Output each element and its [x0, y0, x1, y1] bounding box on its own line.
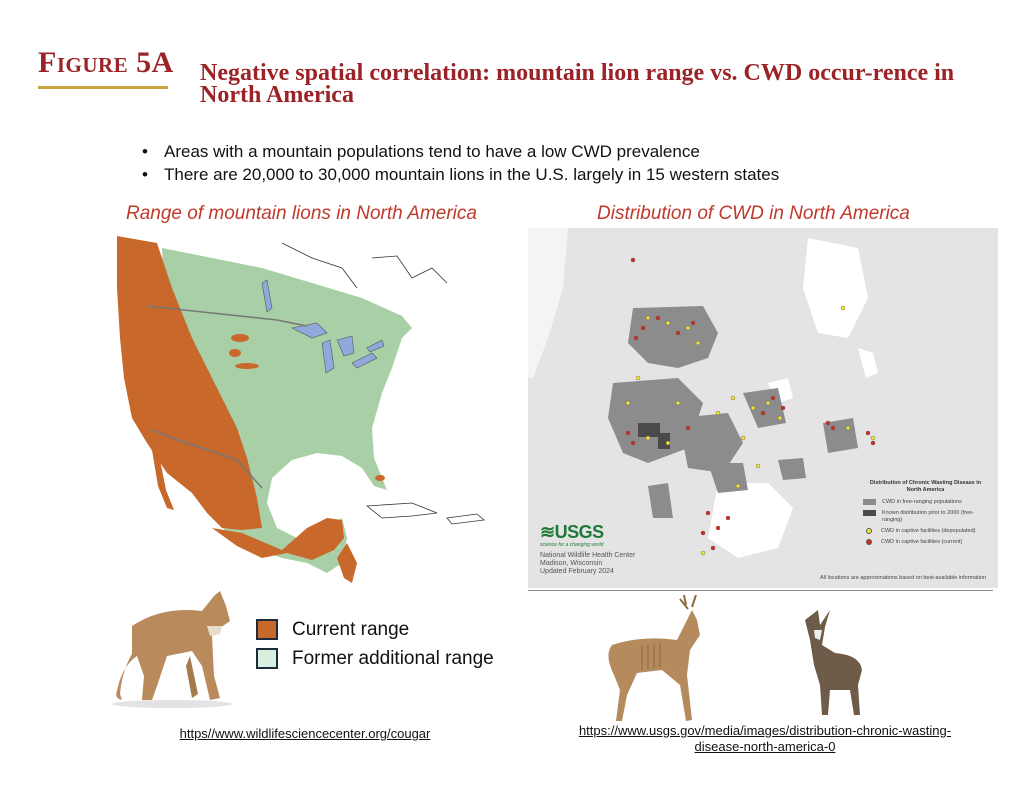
legend-dot-depopulated — [866, 528, 872, 534]
cwd-legend-title: Distribution of Chronic Wasting Disease … — [869, 480, 982, 493]
divider — [528, 590, 993, 591]
legend-swatch-free-ranging — [863, 499, 876, 505]
usgs-credit: ≋USGS science for a changing world Natio… — [540, 522, 636, 575]
legend-dot-current — [866, 539, 872, 545]
mountain-lion-photo — [102, 566, 242, 711]
cwd-legend-item: Known distribution prior to 2000 (free-r… — [863, 510, 988, 524]
lion-range-legend: Current range Former additional range — [256, 615, 494, 673]
usgs-source-link[interactable]: https://www.usgs.gov/media/images/distri… — [578, 723, 952, 754]
cwd-distribution-map: ≋USGS science for a changing world Natio… — [528, 228, 998, 588]
healthy-deer-photo — [790, 605, 880, 720]
legend-swatch-pre-2000 — [863, 510, 876, 516]
legend-item-former-range: Former additional range — [256, 644, 494, 673]
figure-title: Negative spatial correlation: mountain l… — [200, 60, 955, 108]
legend-item-current-range: Current range — [256, 615, 494, 644]
legend-swatch-current — [256, 619, 278, 640]
lion-range-heading: Range of mountain lions in North America — [126, 203, 477, 224]
figure-label-underline — [38, 86, 168, 89]
bullet-item: Areas with a mountain populations tend t… — [140, 140, 779, 163]
cougar-source-link[interactable]: https//www.wildlifesciencecenter.org/cou… — [179, 726, 431, 741]
bullet-item: There are 20,000 to 30,000 mountain lion… — [140, 163, 779, 186]
cwd-distribution-heading: Distribution of CWD in North America — [597, 203, 910, 224]
mountain-lion-range-map — [112, 228, 512, 593]
cwd-legend-item: CWD in captive facilities (depopulated) — [863, 528, 988, 535]
cwd-legend-item: CWD in captive facilities (current) — [863, 539, 988, 546]
figure-label: Figure 5A — [38, 46, 174, 79]
usgs-logo: ≋USGS — [540, 522, 604, 542]
diseased-deer-photo — [592, 594, 717, 725]
cwd-map-legend: Distribution of Chronic Wasting Disease … — [863, 480, 988, 550]
legend-swatch-former — [256, 648, 278, 669]
cwd-legend-item: CWD in free-ranging populations — [863, 499, 988, 506]
bullet-list: Areas with a mountain populations tend t… — [140, 140, 779, 186]
cwd-map-note: All locations are approximations based o… — [819, 575, 986, 581]
